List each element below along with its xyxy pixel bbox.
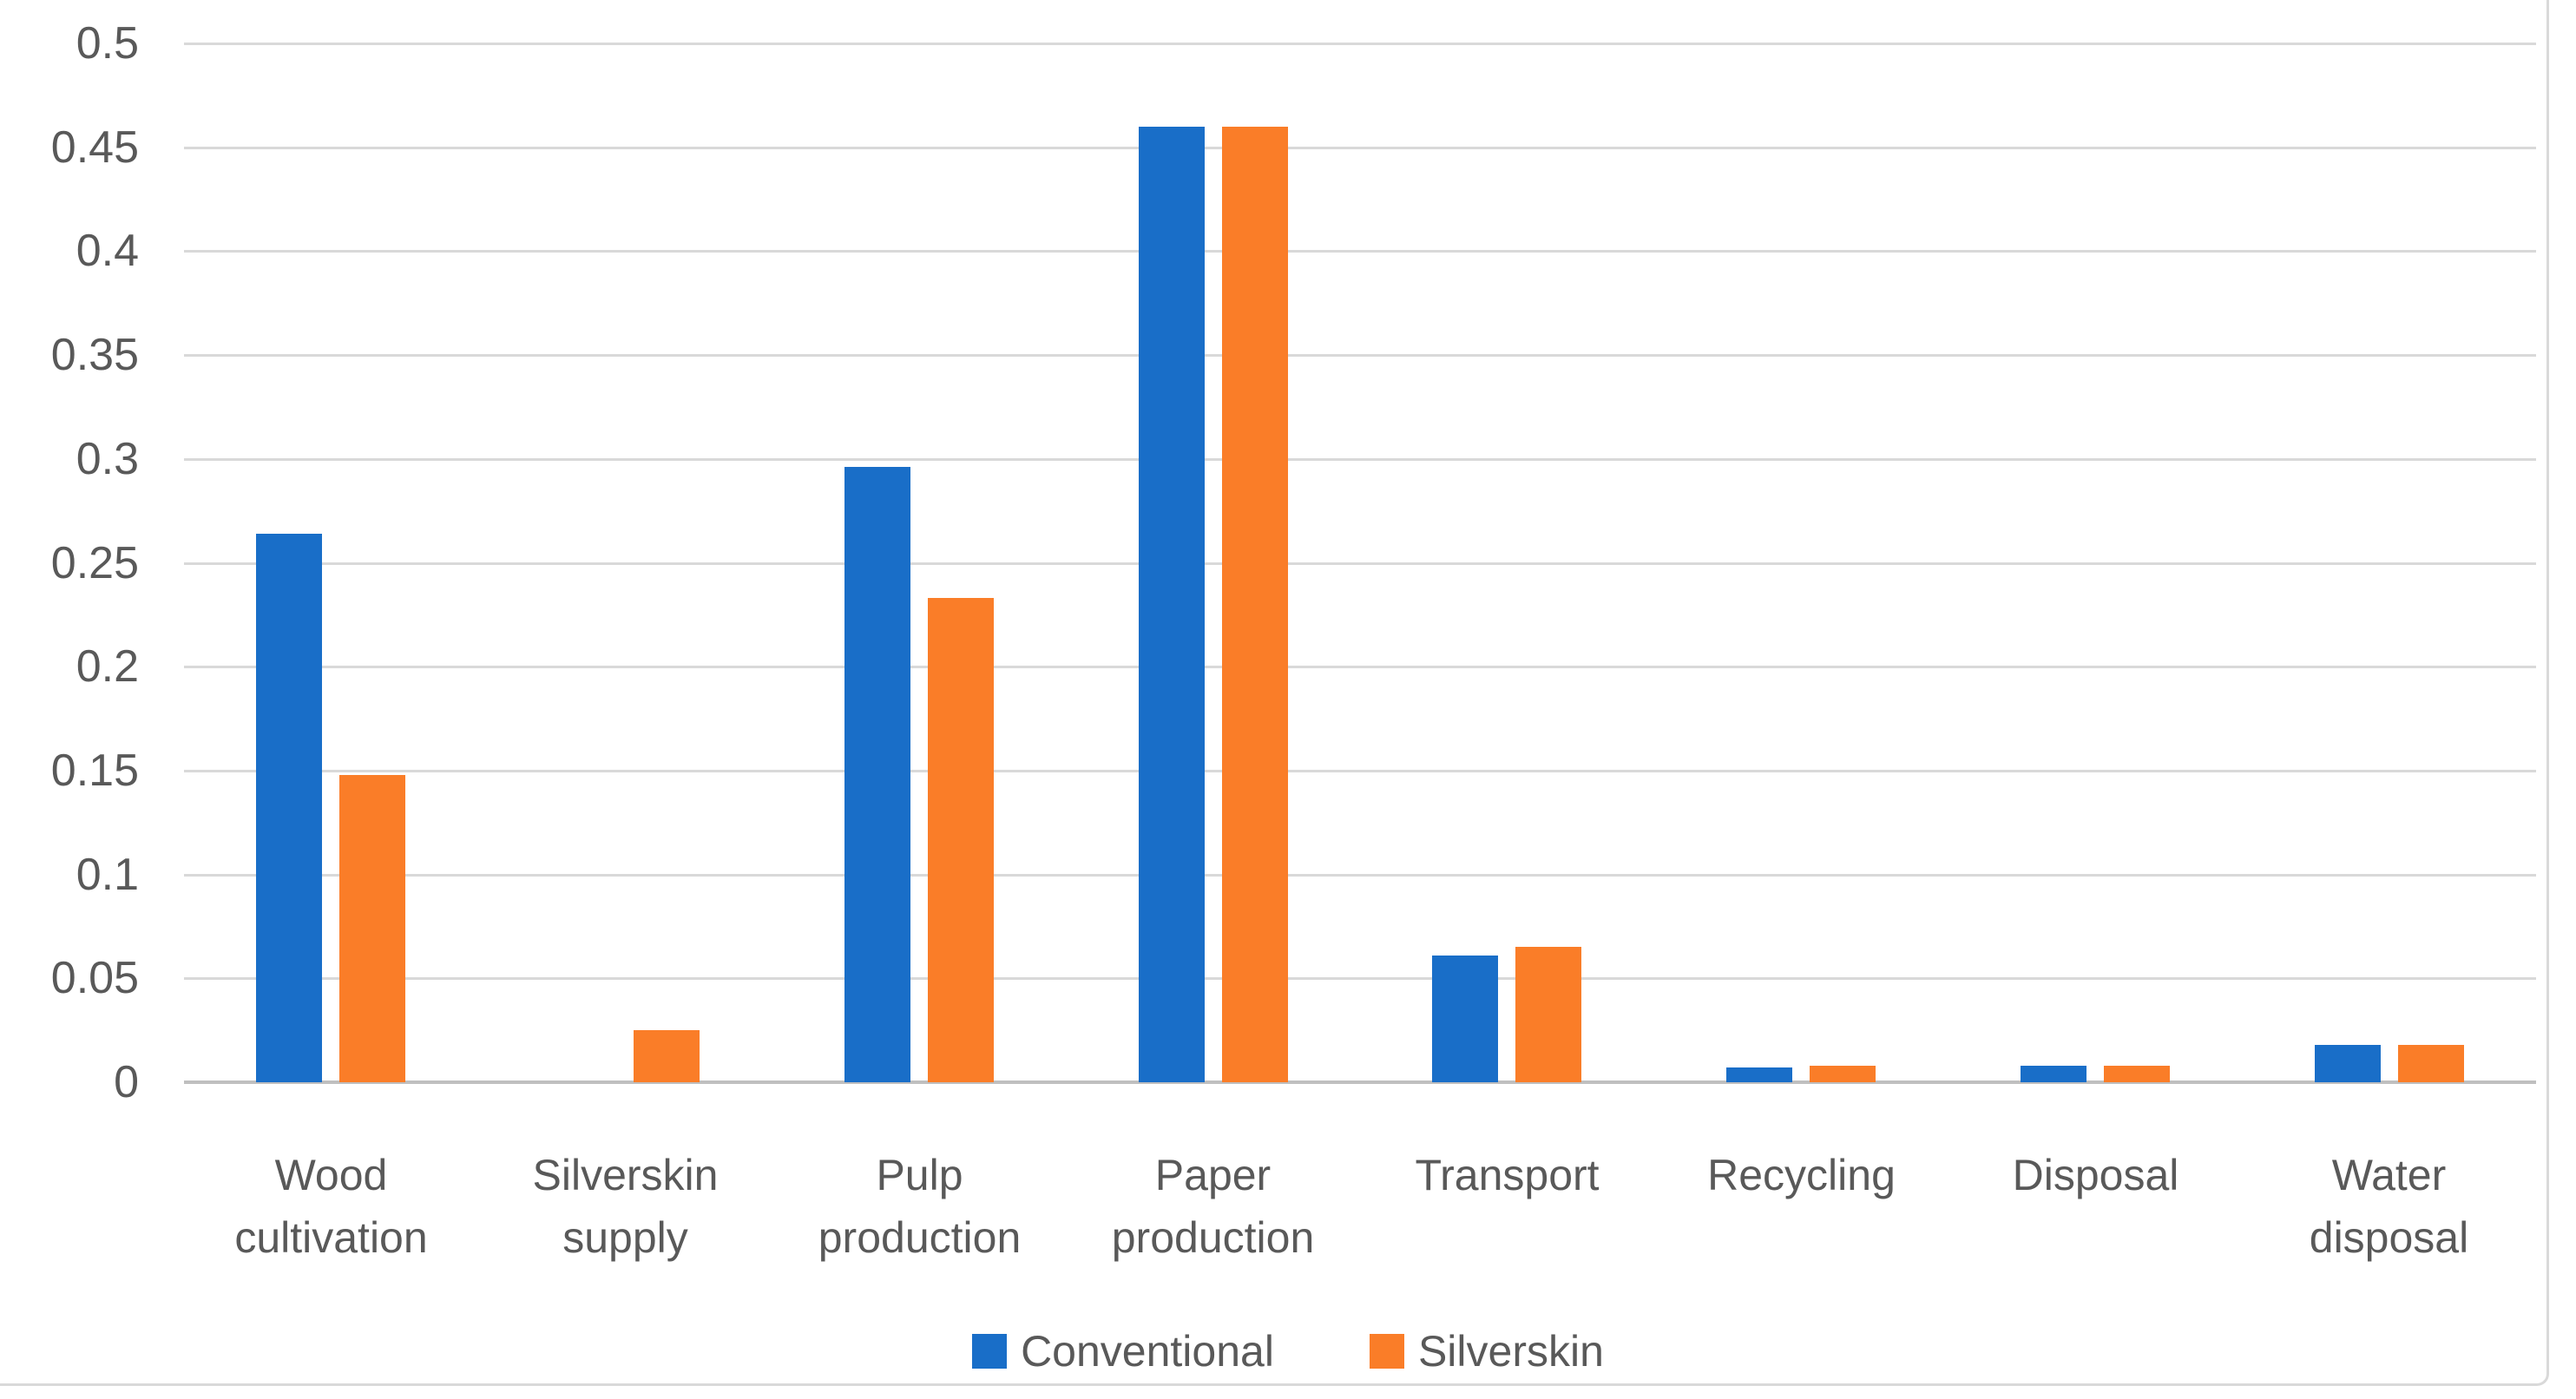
x-category-label-transport: Transport: [1415, 1151, 1600, 1199]
gridline: [184, 769, 2536, 772]
gridline: [184, 146, 2536, 149]
bar-conventional-pulp-production: [844, 467, 910, 1082]
legend-swatch-conventional: [972, 1334, 1008, 1369]
legend-swatch-silverskin: [1369, 1334, 1404, 1369]
y-tick-label: 0.5: [76, 18, 139, 69]
legend-label-silverskin: Silverskin: [1417, 1327, 1604, 1376]
gridline: [184, 354, 2536, 358]
bar-silverskin-silverskin-supply: [634, 1030, 700, 1082]
y-tick-label: 0.1: [76, 849, 139, 900]
bar-silverskin-wood-cultivation: [339, 775, 405, 1082]
bar-conventional-paper-production: [1139, 127, 1205, 1082]
x-category-label-recycling: Recycling: [1707, 1151, 1896, 1199]
bar-silverskin-recycling: [1810, 1066, 1876, 1082]
gridline: [184, 873, 2536, 877]
bar-silverskin-transport: [1515, 947, 1581, 1082]
legend-label-conventional: Conventional: [1021, 1327, 1274, 1376]
gridline: [184, 562, 2536, 565]
bar-conventional-disposal: [2021, 1066, 2086, 1082]
y-tick-label: 0.35: [50, 330, 139, 381]
gridline: [184, 250, 2536, 253]
bar-conventional-wood-cultivation: [256, 534, 322, 1082]
y-tick-label: 0.15: [50, 745, 139, 796]
x-category-label-water-disposal: Water disposal: [2309, 1151, 2469, 1262]
legend: Conventional Silverskin: [0, 1330, 2576, 1373]
gridline: [184, 666, 2536, 669]
y-tick-label: 0.2: [76, 641, 139, 693]
x-category-label-silverskin-supply: Silverskin supply: [532, 1151, 719, 1262]
y-tick-label: 0.25: [50, 537, 139, 588]
bar-conventional-recycling: [1726, 1067, 1792, 1082]
x-category-label-disposal: Disposal: [2012, 1151, 2179, 1199]
y-tick-label: 0.05: [50, 953, 139, 1004]
bar-conventional-transport: [1432, 956, 1498, 1082]
gridline: [184, 43, 2536, 45]
y-tick-label: 0.3: [76, 433, 139, 484]
gridline: [184, 977, 2536, 981]
x-category-label-paper-production: Paper production: [1111, 1151, 1315, 1262]
y-tick-label: 0.4: [76, 226, 139, 277]
bar-silverskin-water-disposal: [2398, 1045, 2464, 1082]
y-tick-label: 0: [114, 1057, 139, 1107]
bar-silverskin-pulp-production: [928, 598, 994, 1082]
legend-item-silverskin: Silverskin: [1369, 1327, 1604, 1376]
bar-silverskin-disposal: [2104, 1066, 2170, 1082]
x-category-label-pulp-production: Pulp production: [818, 1151, 1022, 1262]
x-axis-line: [184, 1080, 2536, 1084]
bar-silverskin-paper-production: [1222, 127, 1288, 1082]
bar-conventional-water-disposal: [2315, 1045, 2381, 1082]
legend-item-conventional: Conventional: [972, 1330, 1274, 1373]
y-tick-label: 0.45: [50, 122, 139, 173]
x-category-label-wood-cultivation: Wood cultivation: [234, 1151, 428, 1262]
gridline: [184, 457, 2536, 461]
